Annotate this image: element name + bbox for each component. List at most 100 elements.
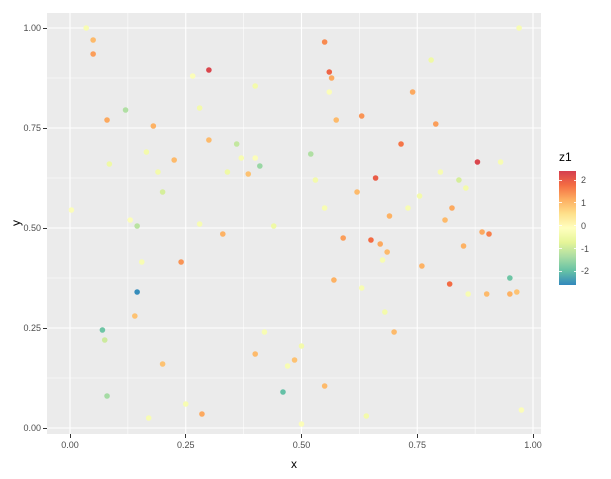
colorbar-tick-mark [559,248,562,250]
scatter-point [382,309,388,315]
colorbar-tick-mark [573,225,576,227]
colorbar-tick-label: -2 [581,266,590,277]
scatter-point [298,421,305,427]
x-axis-tick-mark [301,434,302,438]
scatter-point [291,357,298,363]
scatter-point [386,213,393,219]
scatter-point [150,123,157,129]
x-axis-tick-label: 0.50 [292,440,311,450]
scatter-point [159,189,166,195]
scatter-point [428,57,434,63]
scatter-point [145,415,152,421]
scatter-point [252,83,258,89]
scatter-point [321,383,328,389]
scatter-point [449,205,455,211]
scatter-point [321,39,328,45]
scatter-point [446,281,453,287]
scatter-point [270,223,277,229]
scatter-point [106,161,113,167]
scatter-point [486,231,492,237]
scatter-point [99,327,106,333]
scatter-point [196,221,203,227]
scatter-point [83,25,90,31]
scatter-point [497,159,504,165]
y-axis-tick-mark [43,227,47,229]
scatter-point [155,169,161,175]
scatter-point [479,229,485,235]
x-axis-tick-mark [532,434,534,438]
y-axis-tick-label: 0.75 [23,123,41,133]
scatter-point [516,25,522,31]
scatter-point [159,361,166,367]
scatter-point [189,73,196,79]
scatter-point [384,249,390,255]
scatter-point [442,217,448,223]
scatter-point [372,175,379,181]
scatter-point [182,401,189,407]
scatter-point [104,393,110,399]
colorbar-tick-label: 1 [581,197,587,208]
scatter-point [377,241,384,247]
colorbar-tick-mark [559,179,562,181]
scatter-point [465,291,471,297]
scatter-point [219,231,226,237]
scatter-point [474,159,481,165]
scatter-point [312,177,319,183]
scatter-point [122,107,129,113]
scatter-point [483,291,490,297]
scatter-point [321,205,328,211]
scatter-point [90,37,96,43]
colorbar-tick-label: 0 [581,220,587,231]
scatter-point [331,277,337,283]
scatter-point [138,259,145,265]
colorbar-tick-mark [573,179,576,181]
y-axis-tick-label: 0.00 [23,423,41,433]
scatter-point [261,329,268,335]
y-axis-tick-label: 1.00 [23,23,41,33]
scatter-point [206,67,212,73]
scatter-point [252,155,258,161]
x-axis-tick-label: 0.25 [176,440,195,450]
colorbar-tick-mark [559,202,562,204]
scatter-point [171,157,177,163]
scatter-point [68,207,75,213]
scatter-point [101,337,108,343]
scatter-point [178,259,184,265]
x-axis-tick-label: 0.75 [408,440,427,450]
colorbar-tick-label: 2 [581,175,587,186]
scatter-point [456,177,462,183]
scatter-point [379,257,386,263]
colorbar-tick-mark [573,202,576,204]
x-axis-tick-label: 0.00 [61,440,79,450]
scatter-point [326,69,333,75]
scatter-point [437,169,444,175]
colorbar-tick-mark [573,248,576,250]
scatter-point [104,117,110,123]
scatter-point [245,171,252,177]
scatter-point [432,121,439,127]
scatter-point [368,237,374,243]
scatter-point [206,137,212,143]
scatter-point [513,289,520,295]
scatter-point [196,105,203,111]
x-axis-tick-mark [185,434,187,438]
plot-panel [47,13,541,434]
y-axis-tick-mark [43,427,47,429]
x-axis-tick-mark [416,434,418,438]
scatter-point [518,407,525,413]
y-axis-tick-mark [43,27,47,29]
scatter-point [252,351,258,357]
plot-canvas [47,13,541,434]
x-axis-tick-mark [69,434,71,438]
legend-title: z1 [559,150,572,164]
scatter-point [340,235,346,241]
scatter-point [284,363,291,369]
colorbar-tick-mark [559,270,562,272]
scatter-point [405,205,411,211]
scatter-point [280,389,286,395]
x-axis-tick-label: 1.00 [524,440,542,450]
colorbar-tick-label: -1 [581,243,590,254]
y-axis-title: y [9,220,23,226]
colorbar-tick-mark [573,270,576,272]
